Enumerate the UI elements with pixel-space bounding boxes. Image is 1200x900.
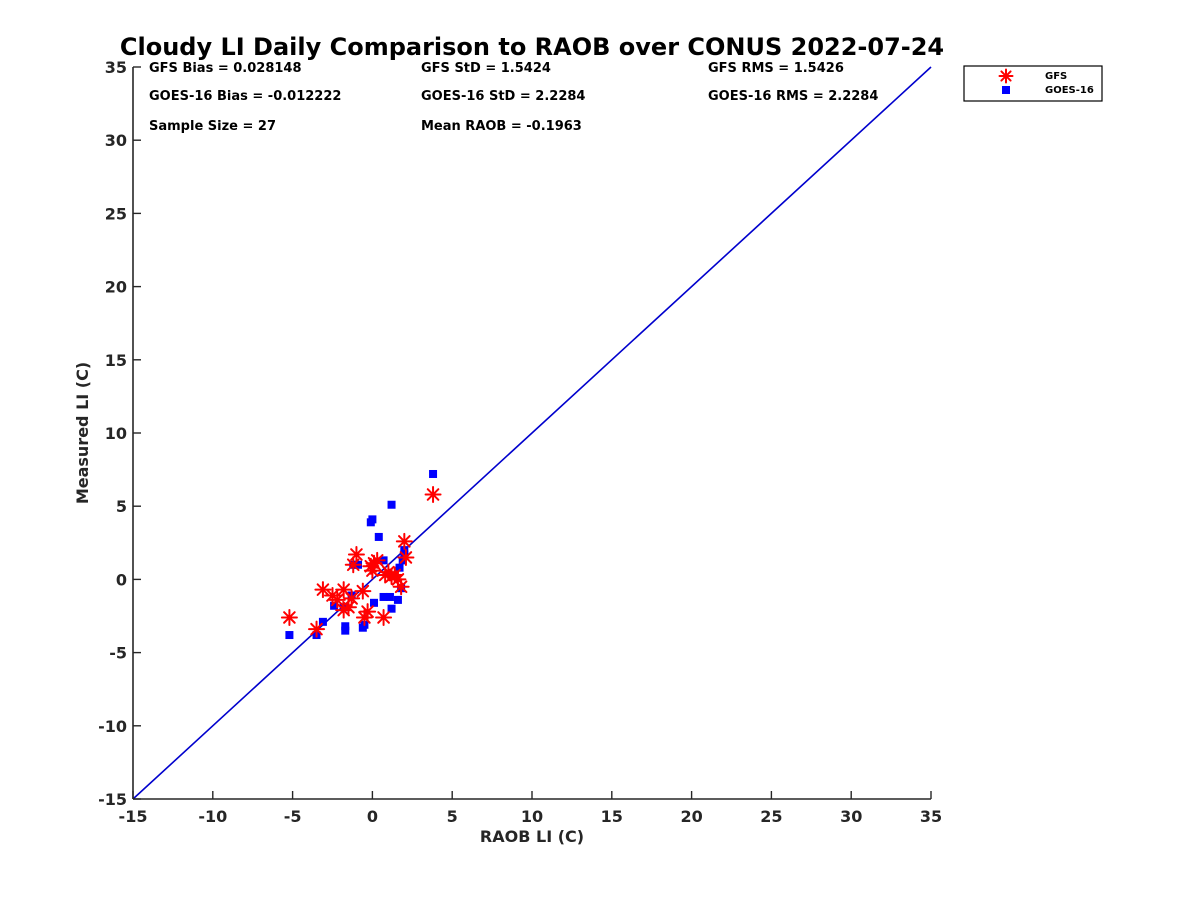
x-tick-label: 10 [521, 807, 543, 826]
y-tick-label: 10 [105, 424, 127, 443]
gfs-point [354, 582, 372, 600]
gfs-point [359, 603, 377, 621]
annotation-goes16-rms: GOES-16 RMS = 2.2284 [708, 89, 878, 104]
goes16-point [393, 595, 402, 604]
annotation-gfs-std: GFS StD = 1.5424 [421, 61, 551, 76]
x-tick-label: 30 [840, 807, 862, 826]
gfs-point [344, 556, 362, 574]
y-axis-label: Measured LI (C) [73, 362, 92, 504]
gfs-point [328, 591, 346, 609]
x-tick-label: 15 [601, 807, 623, 826]
goes16-point [285, 631, 294, 640]
gfs-point [280, 608, 298, 626]
annotation-goes16-bias: GOES-16 Bias = -0.012222 [149, 89, 341, 104]
annotation-gfs-bias: GFS Bias = 0.028148 [149, 61, 302, 76]
annotation-goes16-std: GOES-16 StD = 2.2284 [421, 89, 585, 104]
annotation-gfs-rms: GFS RMS = 1.5426 [708, 61, 844, 76]
legend-label-goes16: GOES-16 [1045, 85, 1094, 96]
x-tick-label: -15 [119, 807, 148, 826]
goes16-point [395, 563, 404, 572]
y-tick-label: 20 [105, 278, 127, 297]
y-tick-label: -15 [98, 790, 127, 809]
x-tick-label: -5 [284, 807, 302, 826]
reference-line-layer [132, 66, 932, 800]
legend-marker-goes16 [1002, 86, 1010, 94]
goes16-point [385, 592, 394, 601]
goes16-point [374, 532, 383, 541]
legend-marker-gfs [998, 68, 1014, 84]
x-tick-label: 35 [920, 807, 942, 826]
legend-box [963, 65, 1103, 102]
x-axis-label: RAOB LI (C) [480, 827, 584, 846]
gfs-point [343, 589, 361, 607]
gfs-point [308, 620, 326, 638]
one-to-one-line [132, 66, 932, 800]
y-tick-label: 5 [116, 497, 127, 516]
goes16-point [318, 617, 327, 626]
legend-goes16-square [1002, 86, 1010, 94]
legend-label-gfs: GFS [1045, 71, 1067, 82]
gfs-point [397, 548, 415, 566]
goes16-point [379, 592, 388, 601]
goes16-point [330, 601, 339, 610]
goes16-point [400, 546, 409, 555]
gfs-point [395, 532, 413, 550]
legend: GFS GOES-16 [963, 65, 1103, 102]
y-tick-label: -10 [98, 717, 127, 736]
gfs-point [392, 578, 410, 596]
x-tick-label: 20 [680, 807, 702, 826]
goes16-point [387, 500, 396, 509]
axes-layer: -15 -10 -5 0 5 10 15 20 25 30 35 -15 -10 -5 0 5 10 15 20 25… [98, 58, 942, 826]
goes16-point [387, 604, 396, 613]
annotation-sample-size: Sample Size = 27 [149, 119, 276, 134]
y-tick-label: 15 [105, 351, 127, 370]
gfs-point [314, 581, 332, 599]
x-tick-label: 5 [447, 807, 458, 826]
goes16-point [341, 626, 350, 635]
x-tick-label: 25 [760, 807, 782, 826]
plot-area: -15 -10 -5 0 5 10 15 20 25 30 35 -15 -10 -5 0 5 10 15 20 25… [98, 58, 942, 826]
y-tick-label: 30 [105, 131, 127, 150]
y-tick-label: -5 [109, 644, 127, 663]
goes16-point [341, 622, 350, 631]
gfs-point [347, 546, 365, 564]
data-points-layer [280, 469, 442, 640]
legend-gfs-asterisk [998, 68, 1014, 84]
gfs-point [375, 608, 393, 626]
statistics-annotations: GFS Bias = 0.028148 GFS StD = 1.5424 GFS… [149, 61, 878, 134]
x-tick-label: 0 [367, 807, 378, 826]
gfs-point [424, 485, 442, 503]
chart-title: Cloudy LI Daily Comparison to RAOB over … [120, 33, 944, 61]
goes16-point [429, 469, 438, 478]
goes16-point [368, 515, 377, 524]
y-tick-label: 35 [105, 58, 127, 77]
y-tick-label: 0 [116, 570, 127, 589]
y-tick-label: 25 [105, 204, 127, 223]
annotation-mean-raob: Mean RAOB = -0.1963 [421, 119, 582, 134]
gfs-point [368, 551, 386, 569]
goes16-point [369, 598, 378, 607]
x-tick-label: -10 [198, 807, 227, 826]
